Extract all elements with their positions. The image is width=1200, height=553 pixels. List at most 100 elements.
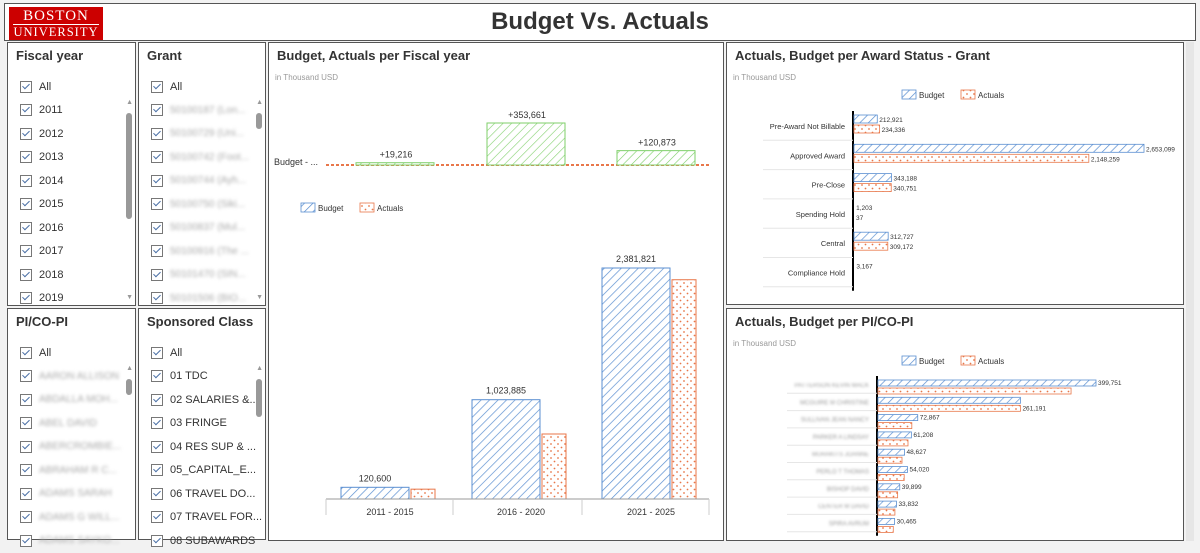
checkbox-checked-icon[interactable] bbox=[151, 127, 163, 140]
checkbox-checked-icon[interactable] bbox=[20, 440, 32, 453]
scroll-up-icon[interactable]: ▲ bbox=[256, 365, 263, 372]
filter-item[interactable]: 50100750 (Siki... bbox=[151, 193, 249, 217]
filter-item[interactable]: All bbox=[20, 341, 121, 365]
checkbox-checked-icon[interactable] bbox=[151, 370, 163, 383]
scrollbar-thumb[interactable] bbox=[256, 113, 262, 129]
filter-pi: PI/CO-PI All AARON ALLISON ABDALLA MOH... A… bbox=[7, 308, 136, 547]
checkbox-checked-icon[interactable] bbox=[151, 464, 163, 477]
filter-item[interactable]: 50100742 (Foot... bbox=[151, 146, 249, 170]
scrollbar-thumb[interactable] bbox=[126, 113, 132, 219]
category-label: Central bbox=[821, 239, 846, 248]
filter-item[interactable]: 50100187 (Lon... bbox=[151, 99, 249, 123]
filter-item[interactable]: ABRAHAM R C... bbox=[20, 459, 121, 483]
filter-item[interactable]: 2011 bbox=[20, 99, 63, 123]
filter-item[interactable]: 06 TRAVEL DO... bbox=[151, 482, 262, 506]
filter-item[interactable]: 2018 bbox=[20, 263, 63, 287]
checkbox-checked-icon[interactable] bbox=[20, 198, 32, 211]
scroll-down-icon[interactable]: ▼ bbox=[256, 294, 263, 301]
checkbox-checked-icon[interactable] bbox=[20, 127, 32, 140]
checkbox-checked-icon[interactable] bbox=[151, 393, 163, 406]
filter-item[interactable]: All bbox=[151, 75, 249, 99]
checkbox-checked-icon[interactable] bbox=[151, 268, 163, 281]
checkbox-checked-icon[interactable] bbox=[20, 151, 32, 164]
checkbox-checked-icon[interactable] bbox=[151, 221, 163, 234]
checkbox-checked-icon[interactable] bbox=[20, 245, 32, 258]
checkbox-checked-icon[interactable] bbox=[151, 292, 163, 305]
checkbox-checked-icon[interactable] bbox=[20, 346, 32, 359]
checkbox-checked-icon[interactable] bbox=[151, 346, 163, 359]
filter-item[interactable]: 2014 bbox=[20, 169, 63, 193]
checkbox-checked-icon[interactable] bbox=[20, 370, 32, 383]
filter-item[interactable]: 50100744 (Ayh... bbox=[151, 169, 249, 193]
filter-item[interactable]: ABDALLA MOH... bbox=[20, 388, 121, 412]
filter-item-label: 2013 bbox=[39, 151, 64, 164]
checkbox-checked-icon[interactable] bbox=[151, 174, 163, 187]
filter-item[interactable]: 02 SALARIES &... bbox=[151, 388, 262, 412]
filter-item[interactable]: 07 TRAVEL FOR... bbox=[151, 506, 262, 530]
checkbox-checked-icon[interactable] bbox=[20, 393, 32, 406]
filter-item[interactable]: ABEL DAVID bbox=[20, 412, 121, 436]
filter-item[interactable]: ABERCROMBIE... bbox=[20, 435, 121, 459]
budget-bar bbox=[853, 173, 892, 183]
checkbox-checked-icon[interactable] bbox=[20, 221, 32, 234]
scroll-down-icon[interactable]: ▼ bbox=[126, 294, 133, 301]
checkbox-checked-icon[interactable] bbox=[151, 511, 163, 524]
category-label: SPIRA AVRUM bbox=[829, 521, 869, 527]
logo-line1: BOSTON bbox=[23, 8, 89, 24]
budget-bar bbox=[853, 231, 889, 241]
checkbox-checked-icon[interactable] bbox=[151, 487, 163, 500]
filter-item[interactable]: 50101470 (SIN... bbox=[151, 263, 249, 287]
filter-item[interactable]: 2016 bbox=[20, 216, 63, 240]
checkbox-checked-icon[interactable] bbox=[20, 174, 32, 187]
filter-item[interactable]: 50100837 (Mul... bbox=[151, 216, 249, 240]
scroll-up-icon[interactable]: ▲ bbox=[256, 99, 263, 106]
page-scrollbar[interactable] bbox=[1186, 42, 1194, 541]
filter-item-label: 2012 bbox=[39, 127, 64, 140]
checkbox-checked-icon[interactable] bbox=[20, 104, 32, 117]
filter-item[interactable]: 05_CAPITAL_E... bbox=[151, 459, 262, 483]
budget-bar bbox=[853, 143, 1145, 153]
checkbox-checked-icon[interactable] bbox=[20, 292, 32, 305]
filter-item[interactable]: All bbox=[151, 341, 262, 365]
checkbox-checked-icon[interactable] bbox=[20, 511, 32, 524]
checkbox-checked-icon[interactable] bbox=[20, 80, 32, 93]
budget-bar bbox=[877, 431, 912, 439]
scrollbar-thumb[interactable] bbox=[126, 379, 132, 395]
checkbox-checked-icon[interactable] bbox=[151, 198, 163, 211]
filter-item[interactable]: ADAMS G WILL... bbox=[20, 506, 121, 530]
checkbox-checked-icon[interactable] bbox=[151, 440, 163, 453]
checkbox-checked-icon[interactable] bbox=[151, 80, 163, 93]
scroll-up-icon[interactable]: ▲ bbox=[126, 365, 133, 372]
filter-item[interactable]: 50100916 (The ... bbox=[151, 240, 249, 264]
filter-item[interactable]: 2019 bbox=[20, 287, 63, 311]
checkbox-checked-icon[interactable] bbox=[151, 417, 163, 430]
filter-item[interactable]: 04 RES SUP & ... bbox=[151, 435, 262, 459]
checkbox-checked-icon[interactable] bbox=[151, 104, 163, 117]
filter-item[interactable]: 50101506 (BIO... bbox=[151, 287, 249, 311]
filter-item[interactable]: ADAMS SARAH bbox=[20, 482, 121, 506]
filter-item[interactable]: 2015 bbox=[20, 193, 63, 217]
checkbox-checked-icon[interactable] bbox=[151, 245, 163, 258]
category-label: MURAKITS JOANNE bbox=[812, 452, 869, 458]
filter-item-label: 03 FRINGE bbox=[170, 417, 227, 430]
budget-value-label: 212,921 bbox=[879, 117, 903, 124]
checkbox-checked-icon[interactable] bbox=[20, 417, 32, 430]
actuals-bar bbox=[877, 456, 903, 464]
filter-item[interactable]: All bbox=[20, 75, 63, 99]
filter-item[interactable]: 2012 bbox=[20, 122, 63, 146]
filter-item[interactable]: 03 FRINGE bbox=[151, 412, 262, 436]
scroll-up-icon[interactable]: ▲ bbox=[126, 99, 133, 106]
checkbox-checked-icon[interactable] bbox=[20, 464, 32, 477]
fiscal-year-chart: Budget - ... +19,216 +353,661 +120,873 Budge… bbox=[274, 110, 710, 517]
checkbox-checked-icon[interactable] bbox=[20, 268, 32, 281]
checkbox-checked-icon[interactable] bbox=[20, 487, 32, 500]
filter-item[interactable]: AARON ALLISON bbox=[20, 365, 121, 389]
scrollbar-thumb[interactable] bbox=[256, 379, 262, 417]
legend-budget-label: Budget bbox=[919, 357, 945, 366]
filter-item[interactable]: 01 TDC bbox=[151, 365, 262, 389]
filter-item[interactable]: 50100729 (Uni... bbox=[151, 122, 249, 146]
filter-item[interactable]: 2017 bbox=[20, 240, 63, 264]
x-tick-label: 2016 - 2020 bbox=[497, 507, 545, 517]
checkbox-checked-icon[interactable] bbox=[151, 151, 163, 164]
filter-item[interactable]: 2013 bbox=[20, 146, 63, 170]
